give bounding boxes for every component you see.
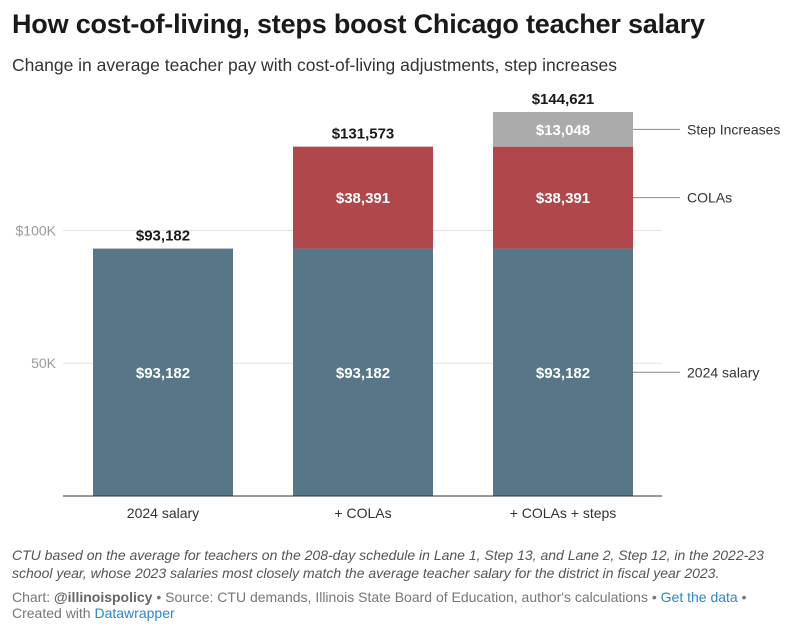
legend-label-2: Step Increases: [687, 121, 780, 137]
bar-total-label-2: $144,621: [532, 91, 595, 108]
footer-author: @illinoispolicy: [54, 589, 153, 605]
bar-segment-1-0: [293, 248, 433, 496]
segment-value-label-2-2: $13,048: [536, 122, 590, 139]
bar-total-label-1: $131,573: [332, 126, 395, 143]
x-category-label-1: + COLAs: [334, 505, 391, 521]
chart-title: How cost-of-living, steps boost Chicago …: [12, 9, 705, 39]
chart-subtitle: Change in average teacher pay with cost-…: [12, 55, 618, 75]
chart-note: CTU based on the average for teachers on…: [12, 547, 764, 581]
datawrapper-link[interactable]: Datawrapper: [94, 605, 175, 621]
segment-value-label-1-0: $93,182: [336, 365, 390, 382]
y-tick-label-0: 50K: [31, 355, 57, 371]
chart-footer: Chart: @illinoispolicy • Source: CTU dem…: [12, 589, 797, 621]
bar-segment-2-1: [493, 146, 633, 249]
x-category-label-2: + COLAs + steps: [510, 505, 617, 521]
y-tick-label-1: $100K: [16, 222, 57, 238]
segment-value-label-0-0: $93,182: [136, 365, 190, 382]
legend-label-1: COLAs: [687, 190, 732, 206]
get-the-data-link[interactable]: Get the data: [660, 589, 738, 605]
bar-segment-1-1: [293, 146, 433, 249]
bar-total-label-0: $93,182: [136, 228, 190, 245]
footer-source: • Source: CTU demands, Illinois State Bo…: [152, 589, 661, 605]
stacked-bar-chart: 50K $100K $93,182 $93,182 2024 salary $93,182…: [16, 91, 781, 521]
segment-value-label-2-1: $38,391: [536, 190, 590, 207]
x-category-label-0: 2024 salary: [127, 505, 199, 521]
bar-segment-2-0: [493, 248, 633, 496]
bar-segment-2-2: [493, 112, 633, 147]
footer-chart-prefix: Chart:: [12, 589, 55, 605]
segment-value-label-1-1: $38,391: [336, 190, 390, 207]
bar-segment-0-0: [93, 248, 233, 496]
legend-label-0: 2024 salary: [687, 364, 759, 380]
segment-value-label-2-0: $93,182: [536, 365, 590, 382]
footer-created-with: • Created with: [12, 589, 747, 621]
